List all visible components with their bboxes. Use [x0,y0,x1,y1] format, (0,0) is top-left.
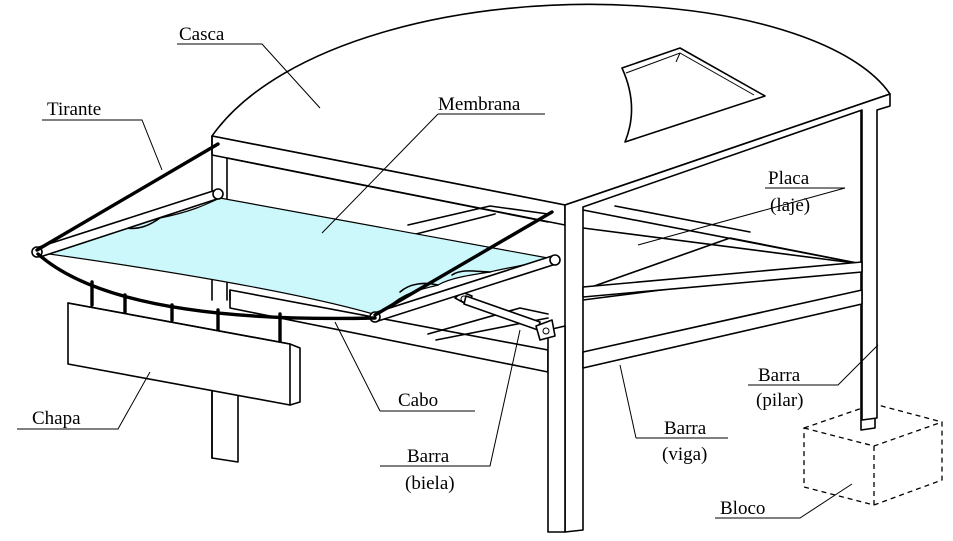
plate-hangers [90,280,282,347]
lower-beam-frame [229,289,566,533]
leader-lines [17,43,879,519]
label-casca: Casca [179,24,225,45]
label-barra-pilar: Barra [758,365,801,386]
label-tirante: Tirante [47,99,101,120]
label-placa: Placa [768,168,810,189]
interior-slab [407,205,863,301]
label-laje: (laje) [770,195,810,216]
label-viga: (viga) [662,444,707,465]
label-membrana: Membrana [438,94,521,115]
label-pilar: (pilar) [756,390,803,411]
labels: Casca Tirante Membrana Placa (laje) Chap… [32,24,810,519]
shell-roof [211,3,891,206]
strut-bar [454,291,556,341]
label-barra-biela: Barra [407,446,450,467]
label-chapa: Chapa [32,408,81,429]
label-bloco: Bloco [720,498,765,519]
plate [67,302,301,406]
label-cabo: Cabo [398,390,438,411]
cable [36,252,377,321]
label-barra-viga: Barra [664,418,707,439]
tie-rods [35,142,554,317]
label-biela: (biela) [405,473,455,494]
right-face-frame [564,93,891,533]
